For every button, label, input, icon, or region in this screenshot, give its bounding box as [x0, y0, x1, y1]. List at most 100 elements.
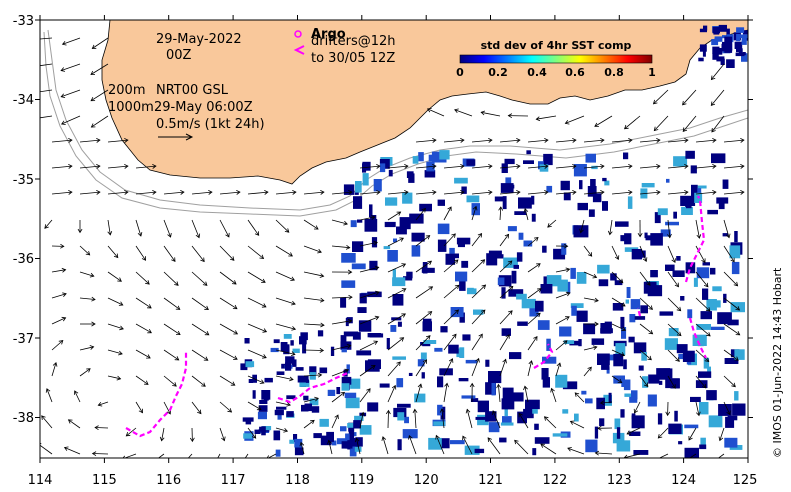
current-vector [443, 233, 456, 247]
current-vector-head [143, 380, 149, 385]
current-vector-head [118, 301, 124, 306]
current-vector [331, 392, 345, 403]
current-vector-head [60, 67, 66, 72]
current-vector-head [600, 190, 605, 195]
sst-patch [718, 404, 732, 416]
current-vector-head [594, 321, 599, 327]
current-vector [356, 438, 361, 455]
sst-patch [531, 195, 535, 205]
sst-patch [379, 383, 390, 388]
current-vector [723, 375, 736, 387]
current-vector-head [600, 138, 605, 143]
sst-patch [569, 340, 580, 346]
current-vector-head [61, 267, 67, 273]
sst-patch [475, 416, 488, 420]
current-vector-head [32, 117, 36, 121]
sst-patch [633, 342, 647, 354]
current-vector [454, 109, 473, 117]
sst-patch [300, 332, 308, 341]
sst-patch [423, 340, 437, 344]
sst-patch [292, 348, 300, 353]
current-vector [499, 359, 507, 377]
current-vector-head [373, 240, 378, 246]
current-vector [107, 219, 111, 235]
sst-patch [319, 418, 329, 427]
sst-patch [461, 260, 469, 268]
sst-patch [726, 28, 730, 36]
current-vector-head [579, 228, 584, 234]
current-vector-head [543, 416, 549, 421]
current-vector-head [317, 372, 323, 378]
sst-patch [553, 248, 566, 260]
current-vector [695, 191, 716, 195]
current-vector-head [480, 309, 486, 315]
sst-patch [684, 424, 699, 429]
current-vector-head [684, 164, 689, 169]
sst-patch [600, 323, 612, 334]
current-vector [723, 245, 735, 263]
sst-patch [657, 208, 668, 216]
current-vector-head [195, 233, 201, 239]
sst-patch [349, 446, 357, 457]
sst-patch [718, 24, 727, 32]
sst-patch [345, 397, 360, 409]
sst-patch [613, 375, 625, 384]
current-vector [723, 349, 739, 361]
current-vector [275, 375, 294, 380]
sst-patch [301, 404, 309, 412]
current-vector [462, 436, 473, 455]
sst-patch [706, 390, 717, 401]
sst-patch [422, 262, 428, 274]
sst-patch [702, 262, 710, 266]
x-tick-label: 116 [156, 473, 181, 488]
current-vector-head [648, 305, 653, 310]
sst-patch [700, 311, 712, 320]
current-vector-head [314, 396, 319, 402]
current-vector [499, 234, 509, 247]
current-vector [90, 63, 109, 75]
current-vector-head [676, 331, 682, 337]
sst-patch [641, 352, 647, 361]
current-vector [163, 297, 181, 310]
sst-patch [263, 392, 269, 401]
sst-patch [585, 398, 593, 404]
current-vector-head [319, 273, 325, 278]
sst-patch [693, 277, 698, 287]
sst-patch [273, 339, 280, 344]
current-vector [64, 447, 81, 455]
current-vector [40, 444, 53, 455]
current-vector-head [261, 303, 267, 308]
sst-patch [245, 420, 252, 425]
sst-patch [420, 352, 427, 361]
sst-patch [319, 367, 328, 374]
current-vector [611, 271, 624, 283]
sst-patch [257, 411, 267, 420]
sst-patch [620, 409, 625, 418]
x-tick-label: 124 [671, 473, 696, 488]
current-vector-head [124, 190, 129, 195]
current-vector [275, 245, 293, 257]
current-vector-head [159, 436, 165, 442]
current-vector [359, 165, 380, 169]
current-vector-head [137, 232, 143, 237]
sst-patch [534, 437, 550, 444]
current-vector [443, 139, 464, 143]
current-vector-head [233, 330, 239, 335]
current-vector [498, 384, 501, 403]
current-vector [51, 317, 66, 325]
current-vector [79, 368, 91, 377]
sst-patch [610, 273, 617, 281]
current-vector [471, 165, 492, 169]
sst-patch [348, 428, 355, 440]
current-vector-head [469, 382, 475, 388]
current-vector [723, 271, 738, 287]
sst-patch [673, 211, 677, 219]
current-vector-head [563, 243, 569, 249]
current-vector [219, 323, 238, 335]
current-vector-head [533, 336, 538, 341]
sst-patch [713, 27, 720, 35]
current-vector-head [125, 431, 131, 437]
current-vector [163, 349, 179, 361]
colorbar-tick: 0.4 [527, 66, 547, 79]
current-vector-head [283, 428, 289, 433]
